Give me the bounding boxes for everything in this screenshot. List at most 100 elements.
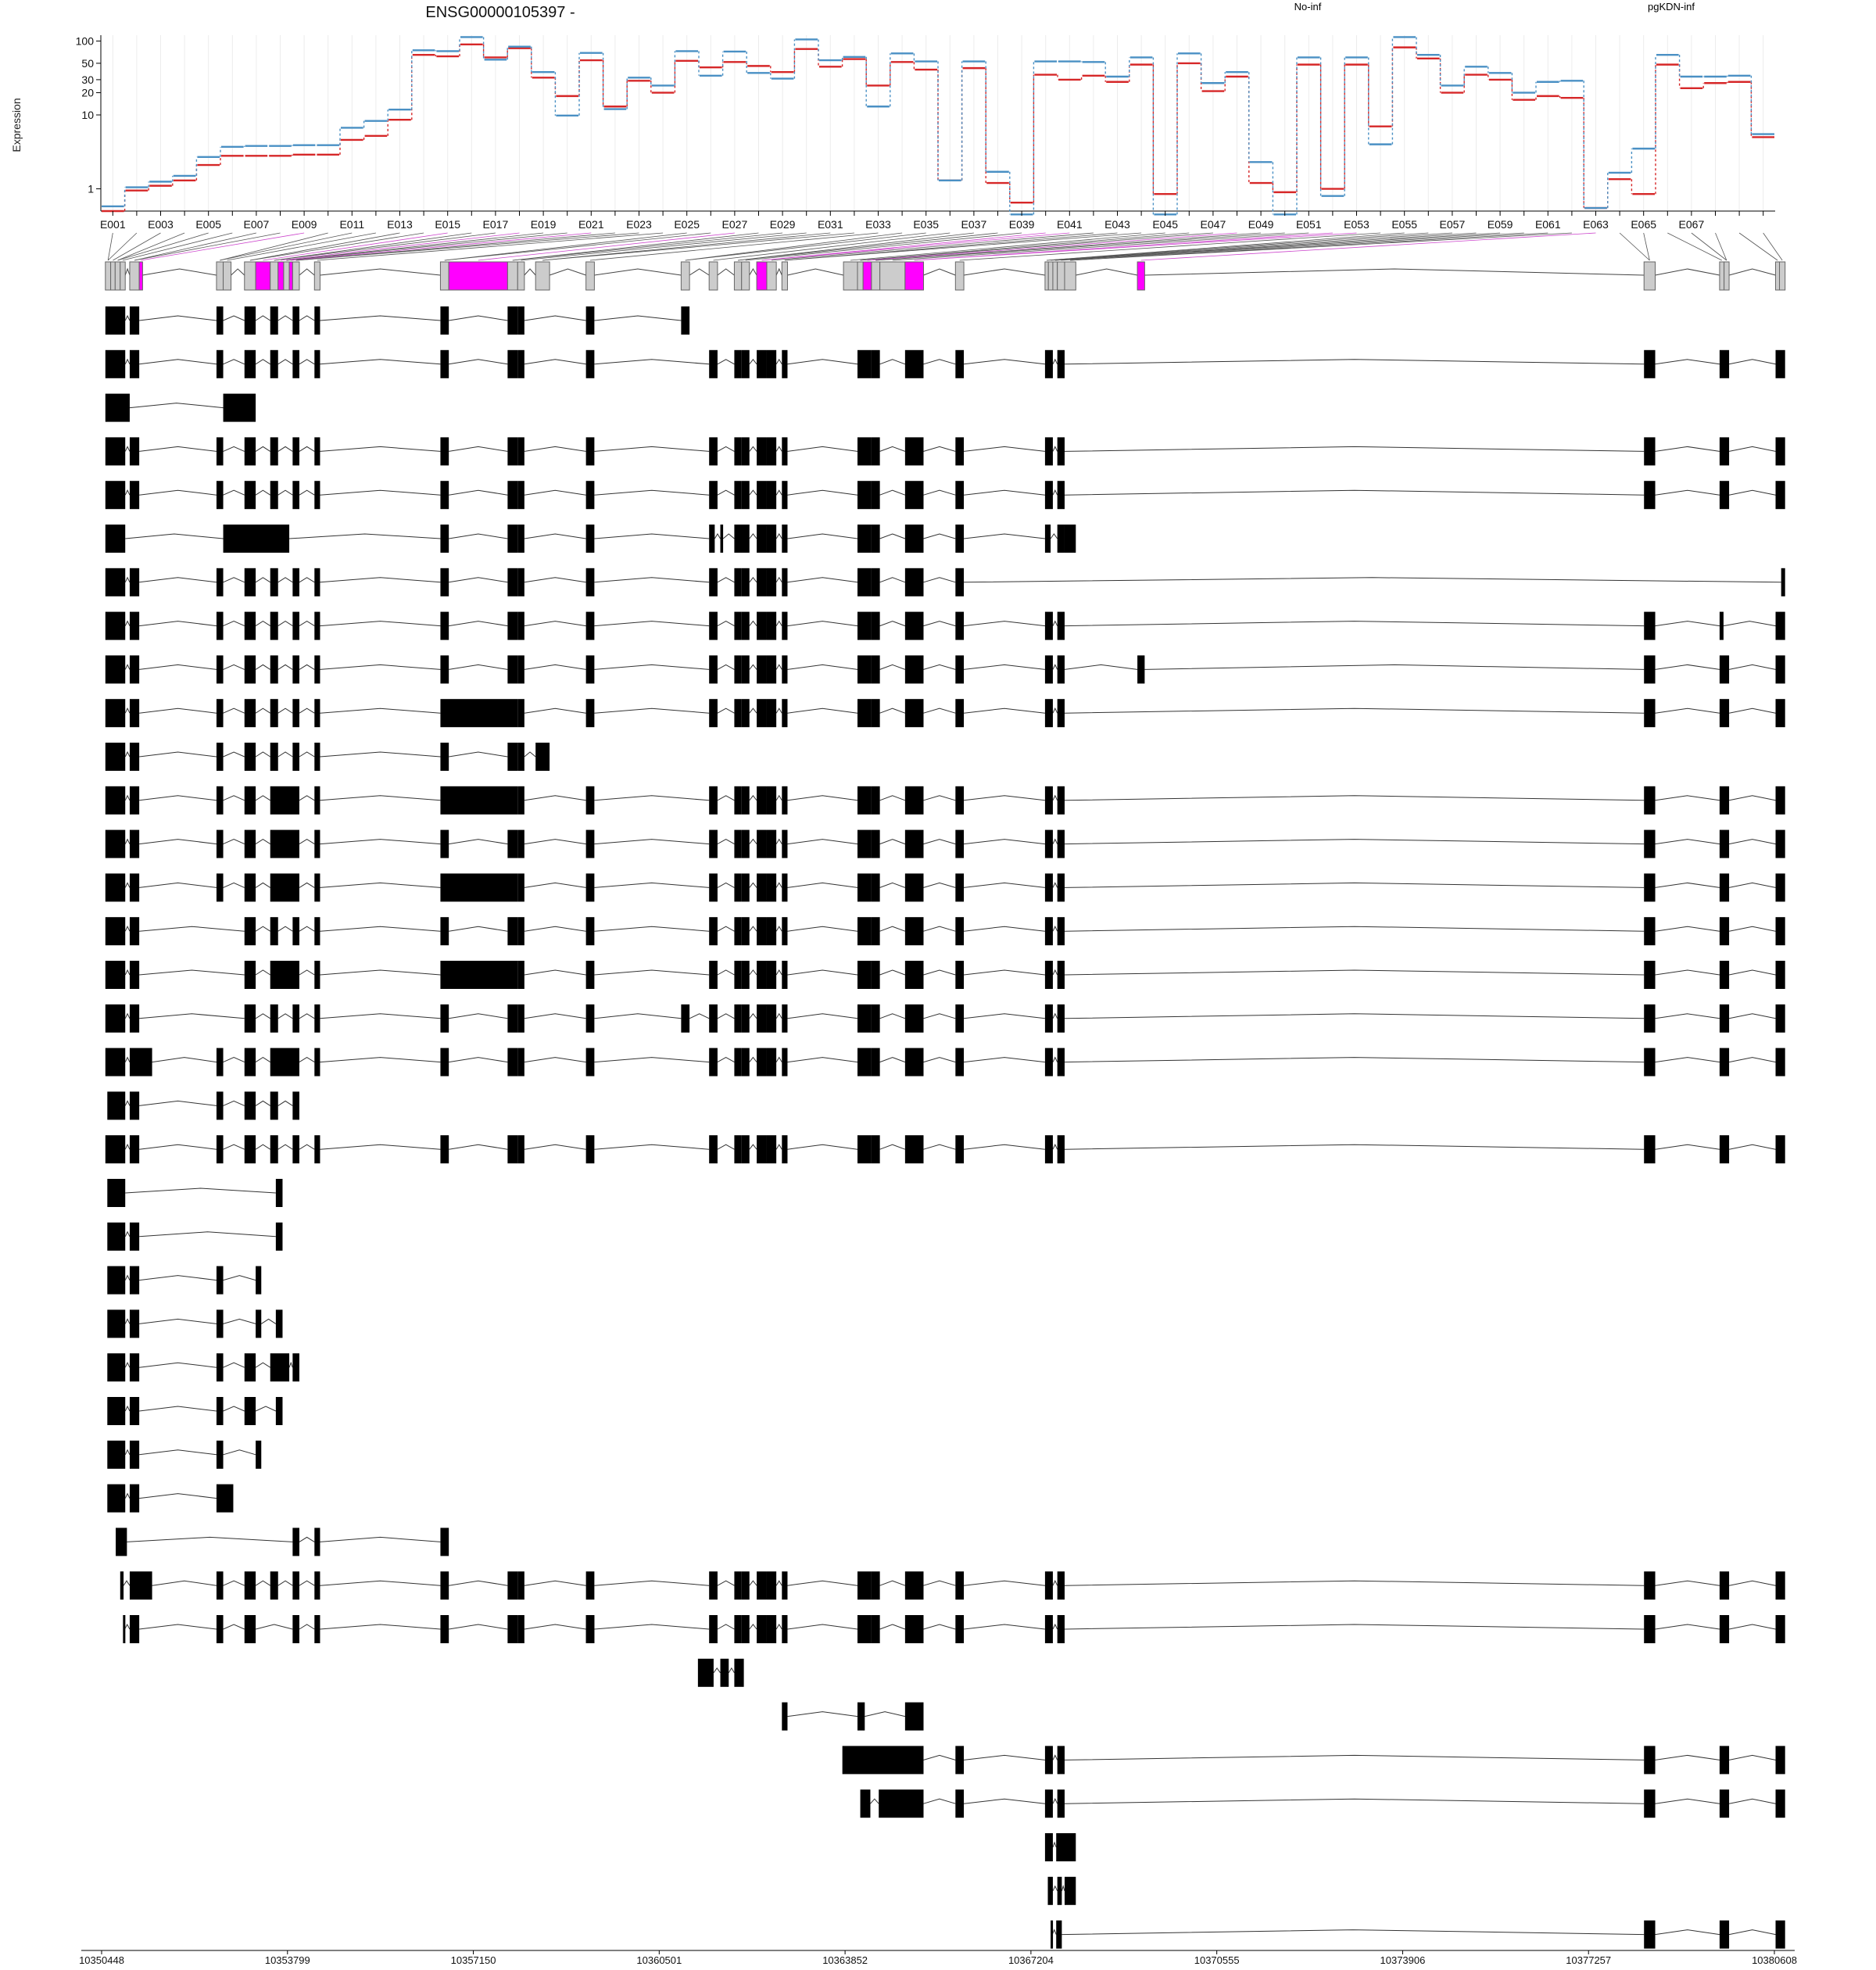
exon [1719, 1789, 1730, 1818]
exon [1057, 655, 1065, 684]
exon [216, 1091, 224, 1120]
transcript-row [105, 306, 690, 335]
exon [766, 349, 777, 378]
intron [124, 1230, 131, 1238]
intron [152, 1057, 217, 1063]
intron [923, 1580, 956, 1586]
exon [1719, 917, 1730, 946]
intron [1655, 1580, 1720, 1586]
intron [749, 794, 757, 801]
intron [717, 1057, 735, 1063]
intron [1655, 359, 1720, 365]
exon [585, 699, 595, 728]
exon [585, 437, 595, 466]
exon [904, 1702, 924, 1731]
intron [749, 576, 757, 583]
exon [585, 873, 595, 902]
intron [1655, 882, 1720, 888]
intron [320, 1580, 441, 1586]
intron [299, 1580, 315, 1586]
exon [129, 1353, 140, 1382]
intron [923, 489, 956, 496]
exon [244, 1615, 256, 1643]
exon [275, 1309, 283, 1338]
exon [244, 1353, 256, 1382]
intron [749, 1056, 757, 1062]
exon [1719, 349, 1730, 378]
exon [216, 349, 224, 378]
intron [260, 1318, 277, 1324]
exon [904, 1615, 924, 1643]
intron [1655, 1624, 1720, 1630]
intron [255, 882, 270, 888]
intron [223, 795, 245, 801]
intron [923, 1057, 956, 1063]
connector-line [274, 232, 472, 261]
exon [1775, 481, 1785, 510]
exon [440, 873, 518, 902]
exon [955, 1571, 965, 1600]
exon [782, 1571, 788, 1600]
exon [517, 786, 524, 815]
exon [129, 829, 140, 858]
intron [923, 1798, 956, 1804]
intron [277, 707, 293, 714]
genomic-tick-label: 10353799 [265, 1954, 310, 1966]
intron [320, 1144, 441, 1150]
exon [857, 568, 872, 596]
intron [594, 707, 710, 714]
intron [299, 664, 315, 670]
exon [757, 917, 767, 946]
exon [314, 743, 320, 771]
intron [449, 489, 508, 496]
exon [766, 1135, 777, 1164]
exon [292, 1135, 299, 1164]
exon [741, 1004, 750, 1033]
intron [320, 577, 441, 583]
intron [129, 403, 224, 409]
exon [734, 1571, 742, 1600]
intron [277, 1100, 293, 1106]
intron [1052, 1885, 1058, 1892]
exon [766, 1615, 777, 1643]
exon [270, 306, 278, 335]
exon [1047, 1876, 1053, 1905]
exon [440, 961, 518, 989]
intron [223, 707, 245, 714]
intron [139, 489, 217, 496]
connector-line [249, 232, 400, 261]
exon [766, 1048, 777, 1076]
exon [709, 829, 718, 858]
intron [299, 446, 315, 452]
exon [517, 873, 524, 902]
exon [585, 1615, 595, 1643]
exon [223, 525, 290, 553]
exon [1644, 1004, 1656, 1033]
exon [709, 481, 718, 510]
intron [775, 576, 782, 583]
intron [1064, 621, 1645, 627]
model-intron [142, 268, 217, 276]
transcript-row [116, 1528, 449, 1556]
exon [709, 699, 718, 728]
exon [681, 306, 690, 335]
intron [1052, 882, 1058, 888]
exon [857, 829, 872, 858]
intron [749, 969, 757, 976]
intron [879, 1580, 906, 1586]
intron [1064, 926, 1645, 932]
model-exon [1047, 261, 1054, 291]
exon [904, 611, 924, 640]
x-tick-label: E033 [865, 218, 891, 231]
exon [440, 655, 449, 684]
exon [1044, 481, 1053, 510]
model-exon [766, 261, 777, 291]
x-tick-label: E017 [483, 218, 509, 231]
exon [585, 1004, 595, 1033]
exon [314, 1004, 320, 1033]
exon [440, 1135, 449, 1164]
intron [124, 926, 131, 932]
exon [709, 1615, 718, 1643]
connector-line [850, 232, 1165, 261]
intron [964, 577, 1781, 583]
